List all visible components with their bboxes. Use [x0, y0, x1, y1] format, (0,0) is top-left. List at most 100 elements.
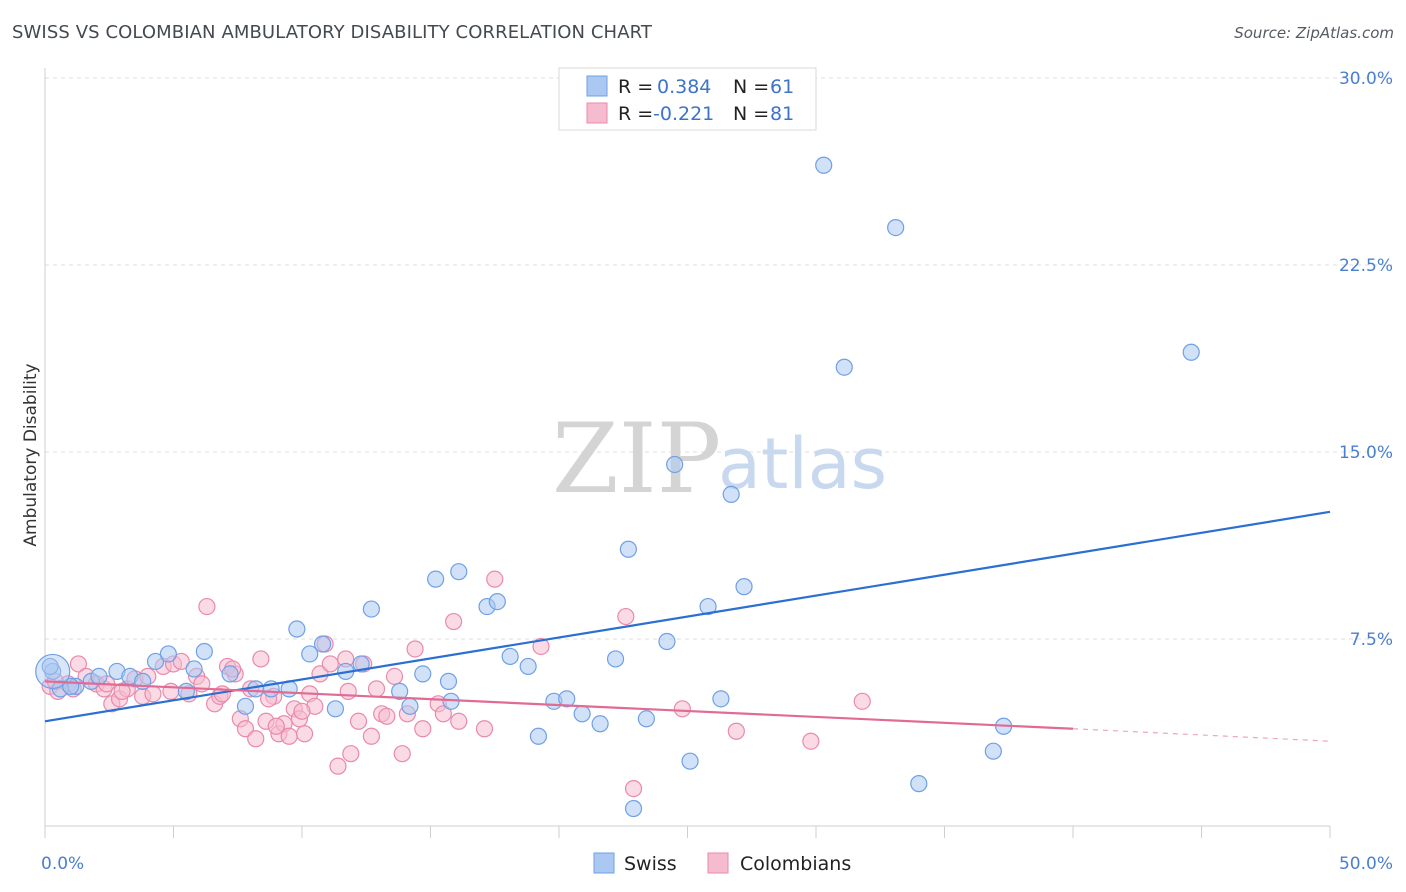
- x-tick-label: 50.0%: [1339, 854, 1393, 874]
- colombians-point: [198, 597, 216, 616]
- colombians-point: [393, 745, 411, 763]
- colombians-point: [532, 637, 550, 656]
- swiss-point: [146, 652, 165, 671]
- legend-swatch-colombians: [586, 102, 608, 124]
- y-tick-label: 7.5%: [1350, 630, 1393, 650]
- swiss-point: [41, 657, 59, 676]
- swiss-point: [815, 156, 833, 174]
- swiss-point: [391, 682, 409, 700]
- y-axis-label: Ambulatory Disability: [21, 363, 41, 546]
- swiss-point: [681, 752, 699, 770]
- colombians-point: [247, 730, 265, 748]
- swiss-point: [301, 645, 319, 663]
- colombians-point: [267, 717, 285, 735]
- legend-swatch-swiss: [586, 75, 608, 97]
- colombians-point: [329, 757, 347, 775]
- axes: [44, 68, 1331, 838]
- swiss-point: [35, 653, 71, 690]
- colombians-trend-line: [44, 680, 1074, 730]
- colombians-point: [434, 705, 452, 723]
- colombians-point: [802, 732, 820, 750]
- legend-colombians-n-value: 81: [770, 103, 794, 125]
- swiss-point: [606, 650, 625, 668]
- swiss-point: [90, 667, 108, 686]
- swiss-point: [414, 665, 432, 683]
- bottom-legend: Swiss Colombians: [593, 852, 851, 875]
- colombians-point: [293, 702, 311, 720]
- swiss-point: [221, 665, 239, 683]
- y-tick-label: 15.0%: [1339, 443, 1393, 463]
- legend: R = 0.384 N = 61 R = -0.221 N = 81: [558, 67, 817, 131]
- swiss-point: [519, 657, 537, 676]
- swiss-point: [573, 705, 591, 723]
- swiss-point: [362, 600, 380, 618]
- y-tick-labels: 7.5% 15.0% 22.5% 30.0%: [1339, 69, 1393, 650]
- colombians-point: [406, 640, 424, 658]
- colombians-point: [252, 650, 270, 668]
- swiss-point: [712, 690, 730, 708]
- swiss-trend-line: [44, 510, 1331, 723]
- bottom-legend-swatch-swiss: [593, 852, 615, 874]
- colombians-point: [624, 779, 643, 798]
- legend-swiss-r-value: 0.384: [657, 76, 711, 98]
- swiss-point: [658, 632, 676, 651]
- colombians-point: [236, 720, 255, 738]
- legend-colombians-n-label: N =: [733, 103, 769, 125]
- colombians-point: [321, 655, 339, 673]
- y-tick-label: 22.5%: [1339, 256, 1393, 276]
- swiss-point: [735, 578, 753, 596]
- swiss-point: [427, 570, 445, 588]
- swiss-point: [401, 697, 419, 715]
- colombians-point: [445, 612, 463, 631]
- swiss-point: [699, 597, 717, 616]
- colombians-point: [727, 722, 745, 740]
- colombians-point: [486, 570, 504, 588]
- swiss-point: [195, 642, 213, 661]
- swiss-point: [185, 660, 203, 678]
- watermark: ZIP atlas: [552, 403, 887, 515]
- legend-swiss-r-label: R =: [618, 76, 653, 98]
- colombians-point: [378, 707, 396, 725]
- watermark-zip: ZIP: [552, 403, 721, 515]
- colombians-point: [385, 667, 404, 686]
- swiss-point: [558, 690, 576, 708]
- colombians-point: [673, 700, 691, 718]
- colombians-point: [362, 727, 380, 745]
- bottom-legend-swiss: Swiss: [624, 853, 677, 875]
- colombians-point: [367, 680, 386, 698]
- swiss-point: [984, 742, 1002, 760]
- x-tick-labels: 0.0% 50.0%: [41, 854, 1393, 874]
- swiss-point: [352, 655, 370, 673]
- swiss-point: [624, 799, 643, 818]
- bottom-legend-swatch-colombians: [707, 852, 729, 874]
- legend-colombians-r-value: -0.221: [653, 103, 714, 125]
- watermark-atlas: atlas: [718, 423, 887, 505]
- colombians-point: [162, 682, 180, 700]
- y-tick-label: 30.0%: [1339, 69, 1393, 89]
- legend-swiss-n-label: N =: [733, 76, 769, 98]
- chart-title: SWISS VS COLOMBIAN AMBULATORY DISABILITY…: [12, 22, 653, 43]
- swiss-point: [288, 620, 306, 638]
- x-tick-label: 0.0%: [41, 854, 84, 874]
- colombians-point: [69, 655, 88, 673]
- colombians-point: [349, 712, 368, 730]
- colombians-point: [475, 720, 494, 738]
- trend-lines: [44, 510, 1331, 742]
- swiss-point: [591, 715, 609, 733]
- colombians-point: [450, 712, 468, 730]
- colombians-point: [853, 692, 871, 710]
- swiss-point: [326, 700, 345, 718]
- swiss-point: [835, 358, 853, 376]
- source-label: Source: ZipAtlas.com: [1234, 24, 1394, 42]
- colombians-trend-extension: [1072, 728, 1331, 742]
- legend-swiss-n-value: 61: [770, 76, 794, 98]
- swiss-point: [666, 455, 684, 474]
- swiss-point: [722, 485, 740, 503]
- swiss-point: [488, 592, 506, 611]
- swiss-point: [887, 219, 905, 237]
- colombians-point: [617, 607, 635, 626]
- swiss-point: [637, 710, 655, 728]
- colombians-point: [295, 725, 314, 743]
- colombians-point: [342, 745, 360, 763]
- colombians-point: [414, 720, 432, 738]
